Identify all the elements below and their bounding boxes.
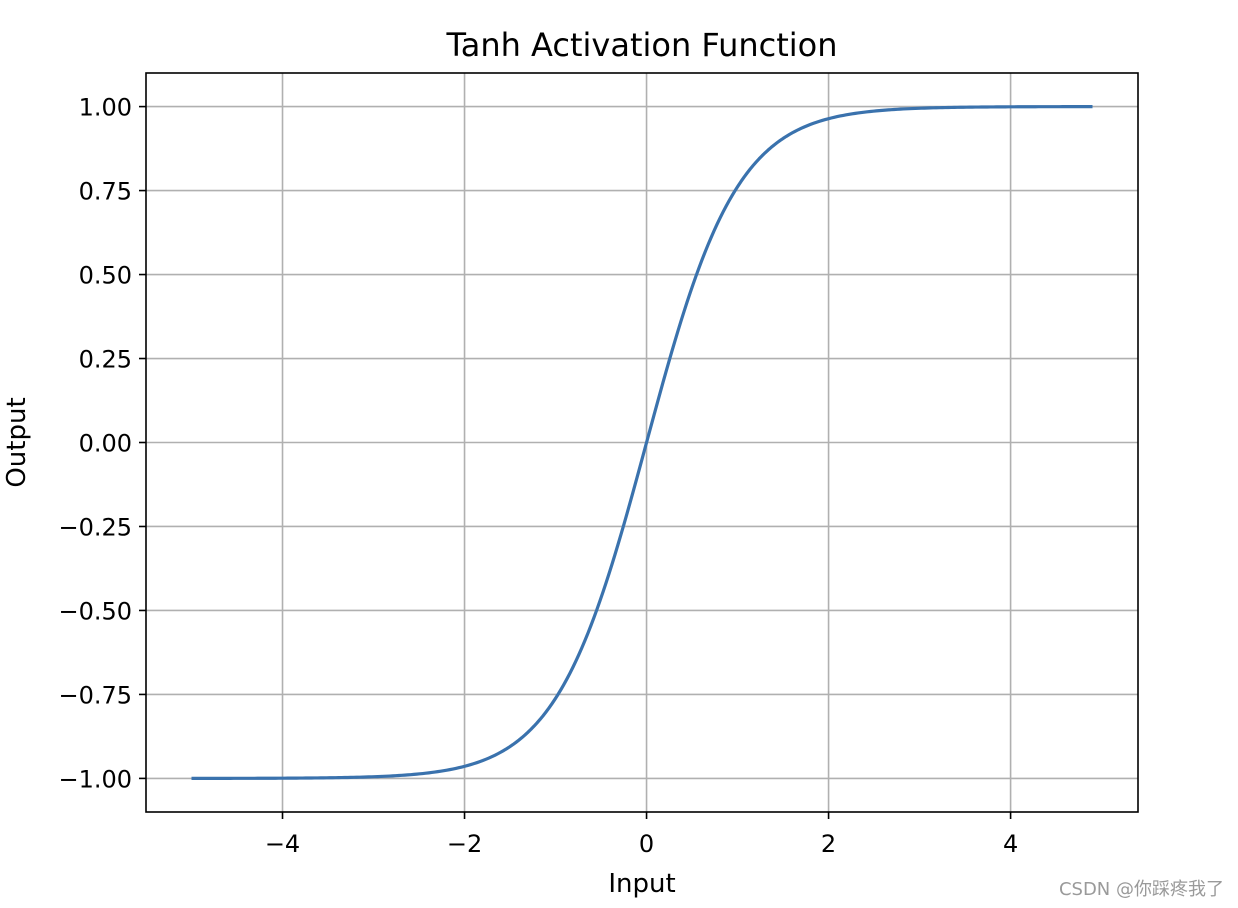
- grid: [146, 73, 1138, 812]
- y-tick-label-4: 0.00: [79, 430, 132, 458]
- y-tick-label-7: −0.75: [58, 681, 132, 709]
- x-tick-label-1: −2: [447, 830, 482, 858]
- y-tick-label-5: −0.25: [58, 513, 132, 541]
- y-tick-label-6: −0.50: [58, 597, 132, 625]
- y-tick-label-8: −1.00: [58, 765, 132, 793]
- y-axis-label: Output: [2, 397, 32, 487]
- x-tick-label-0: −4: [265, 830, 300, 858]
- watermark: CSDN @你踩疼我了: [1059, 879, 1224, 900]
- x-tick-label-2: 0: [639, 830, 654, 858]
- x-axis-label: Input: [608, 869, 675, 899]
- chart-title: Tanh Activation Function: [445, 26, 837, 64]
- y-tick-label-3: 0.25: [79, 346, 132, 374]
- series-line-0: [191, 105, 1093, 780]
- y-tick-label-2: 0.50: [79, 262, 132, 290]
- x-tick-label-3: 2: [821, 830, 836, 858]
- series-layer: [191, 105, 1093, 780]
- ticks: −4 −2 0 2 4 1.00 0.75 0.50 0.25 0.00 −0.25 −0.50 −0.…: [58, 94, 1018, 858]
- x-tick-label-4: 4: [1003, 830, 1018, 858]
- y-tick-label-0: 1.00: [79, 94, 132, 122]
- y-tick-label-1: 0.75: [79, 178, 132, 206]
